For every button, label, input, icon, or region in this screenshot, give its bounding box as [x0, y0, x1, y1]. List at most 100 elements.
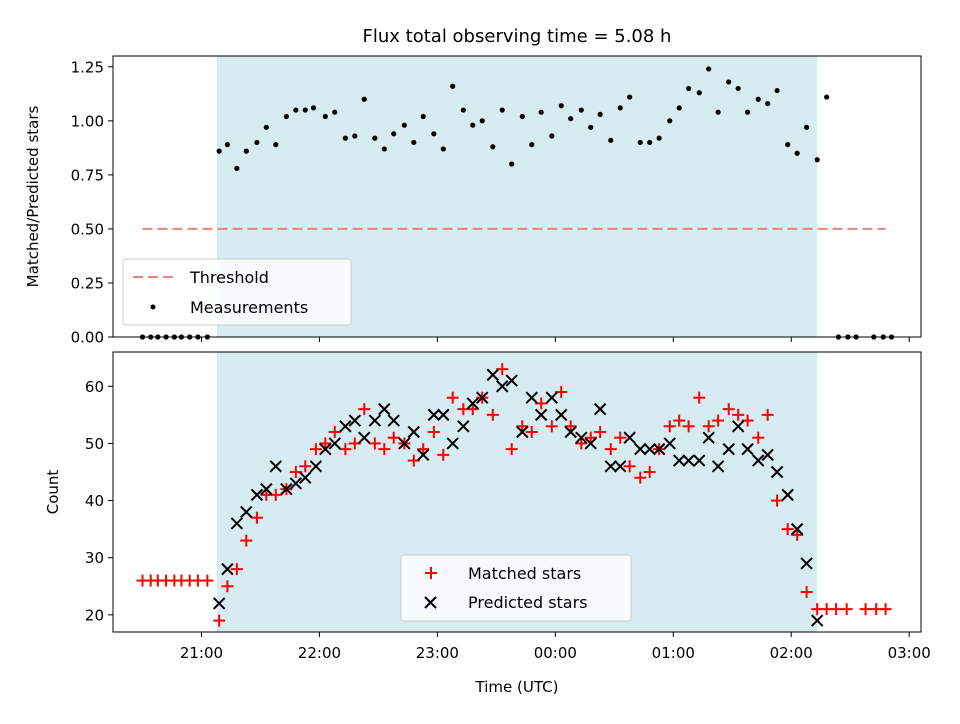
predicted-star-marker [790, 522, 804, 536]
measurement-point [637, 139, 643, 146]
measurement-point [726, 79, 732, 85]
measurement-point [627, 94, 633, 100]
predicted-star-marker [221, 562, 234, 576]
matched-star-marker [368, 437, 381, 450]
predicted-star-marker [781, 488, 794, 502]
measurement-point [617, 105, 623, 111]
time-x-axis-label: Time (UTC) [475, 678, 559, 696]
predicted-star-marker [634, 442, 647, 456]
measurement-point [234, 165, 240, 171]
matched-star-marker [516, 420, 529, 433]
matched-star-marker [879, 603, 892, 616]
y-tick-label: 0.75 [71, 166, 104, 184]
matched-star-marker [732, 408, 745, 421]
predicted-star-marker [368, 414, 382, 427]
y-tick-label: 20 [85, 606, 104, 624]
predicted-star-marker [348, 414, 362, 427]
matched-star-marker [201, 574, 214, 587]
x-tick-label: 02:00 [770, 644, 813, 662]
predicted-star-marker [693, 454, 706, 467]
measurement-point [706, 66, 712, 72]
predicted-star-marker [457, 420, 470, 433]
predicted-star-marker [387, 414, 400, 427]
matched-star-marker [791, 528, 804, 541]
matched-star-marker [299, 460, 312, 473]
predicted-star-marker [407, 425, 420, 439]
matched-star-marker [800, 586, 813, 598]
measurement-point [470, 122, 476, 128]
predicted-star-marker [446, 437, 459, 450]
measurement-point [667, 118, 673, 124]
matched-star-marker [722, 403, 735, 416]
legend-predicted-label: Predicted stars [468, 593, 588, 612]
matched-star-marker [614, 431, 627, 444]
count-y-axis-label: Count [44, 470, 62, 515]
matched-star-marker [240, 534, 253, 547]
legend-threshold-label: Threshold [189, 268, 269, 287]
measurement-point [509, 161, 515, 167]
matched-star-marker [673, 414, 686, 427]
x-tick-label: 01:00 [652, 644, 695, 662]
matched-star-marker [437, 448, 450, 461]
matched-star-marker [741, 414, 754, 427]
matched-star-marker [319, 437, 332, 450]
matched-star-marker [859, 603, 872, 616]
predicted-star-marker [437, 408, 450, 422]
measurement-point [440, 146, 446, 152]
chart-title: Flux total observing time = 5.08 h [363, 26, 672, 47]
measurement-point [381, 146, 387, 152]
matched-star-marker [525, 426, 538, 438]
matched-star-marker [712, 414, 725, 427]
measurement-point [696, 90, 702, 96]
count-y-axis: 20 30 40 50 60 [85, 378, 113, 624]
count-legend-box [400, 554, 632, 622]
x-tick-label: 23:00 [416, 644, 459, 662]
matched-star-marker [643, 466, 656, 478]
predicted-star-marker [711, 460, 725, 473]
measurement-point [803, 124, 810, 130]
measurement-point [490, 144, 496, 150]
measurement-point [293, 107, 299, 113]
measurement-point [499, 107, 505, 113]
measurement-point [549, 133, 555, 139]
predicted-star-marker [593, 402, 607, 416]
ratio-y-axis-label: Matched/Predicted stars [24, 106, 42, 288]
ratio-legend: Threshold Measurements [122, 258, 352, 326]
predicted-star-marker [722, 442, 735, 456]
predicted-star-marker [260, 482, 273, 496]
matched-star-marker [575, 437, 588, 450]
measurement-point [391, 131, 397, 137]
matched-star-marker [486, 408, 499, 421]
matched-star-marker [682, 420, 695, 433]
measurement-point [322, 113, 328, 120]
y-tick-label: 50 [85, 435, 104, 453]
predicted-star-marker [289, 477, 303, 490]
measurement-point [538, 109, 544, 115]
matched-star-marker [634, 471, 647, 484]
predicted-star-marker [545, 391, 559, 404]
predicted-star-marker [663, 437, 676, 450]
predicted-star-marker [212, 597, 226, 610]
matched-star-marker [378, 443, 391, 456]
measurement-point [765, 100, 771, 107]
measurement-point [774, 87, 780, 94]
measurement-point [431, 131, 437, 137]
predicted-star-marker [575, 431, 588, 444]
matched-star-marker [535, 397, 548, 410]
matched-star-marker [213, 614, 226, 627]
matched-star-marker [781, 523, 794, 536]
matched-star-marker [693, 391, 706, 404]
predicted-star-marker [319, 442, 332, 456]
measurement-point [372, 135, 378, 141]
measurement-point [263, 124, 269, 130]
predicted-star-marker [299, 471, 312, 484]
count-panel-frame [112, 351, 922, 633]
matched-star-marker [496, 363, 509, 376]
measurement-point [273, 142, 279, 148]
matched-star-marker [761, 408, 774, 421]
matched-star-marker [417, 443, 430, 456]
matched-star-marker [230, 563, 243, 576]
predicted-star-marker [466, 397, 479, 410]
measurement-point [254, 139, 260, 146]
predicted-star-marker [564, 425, 577, 439]
